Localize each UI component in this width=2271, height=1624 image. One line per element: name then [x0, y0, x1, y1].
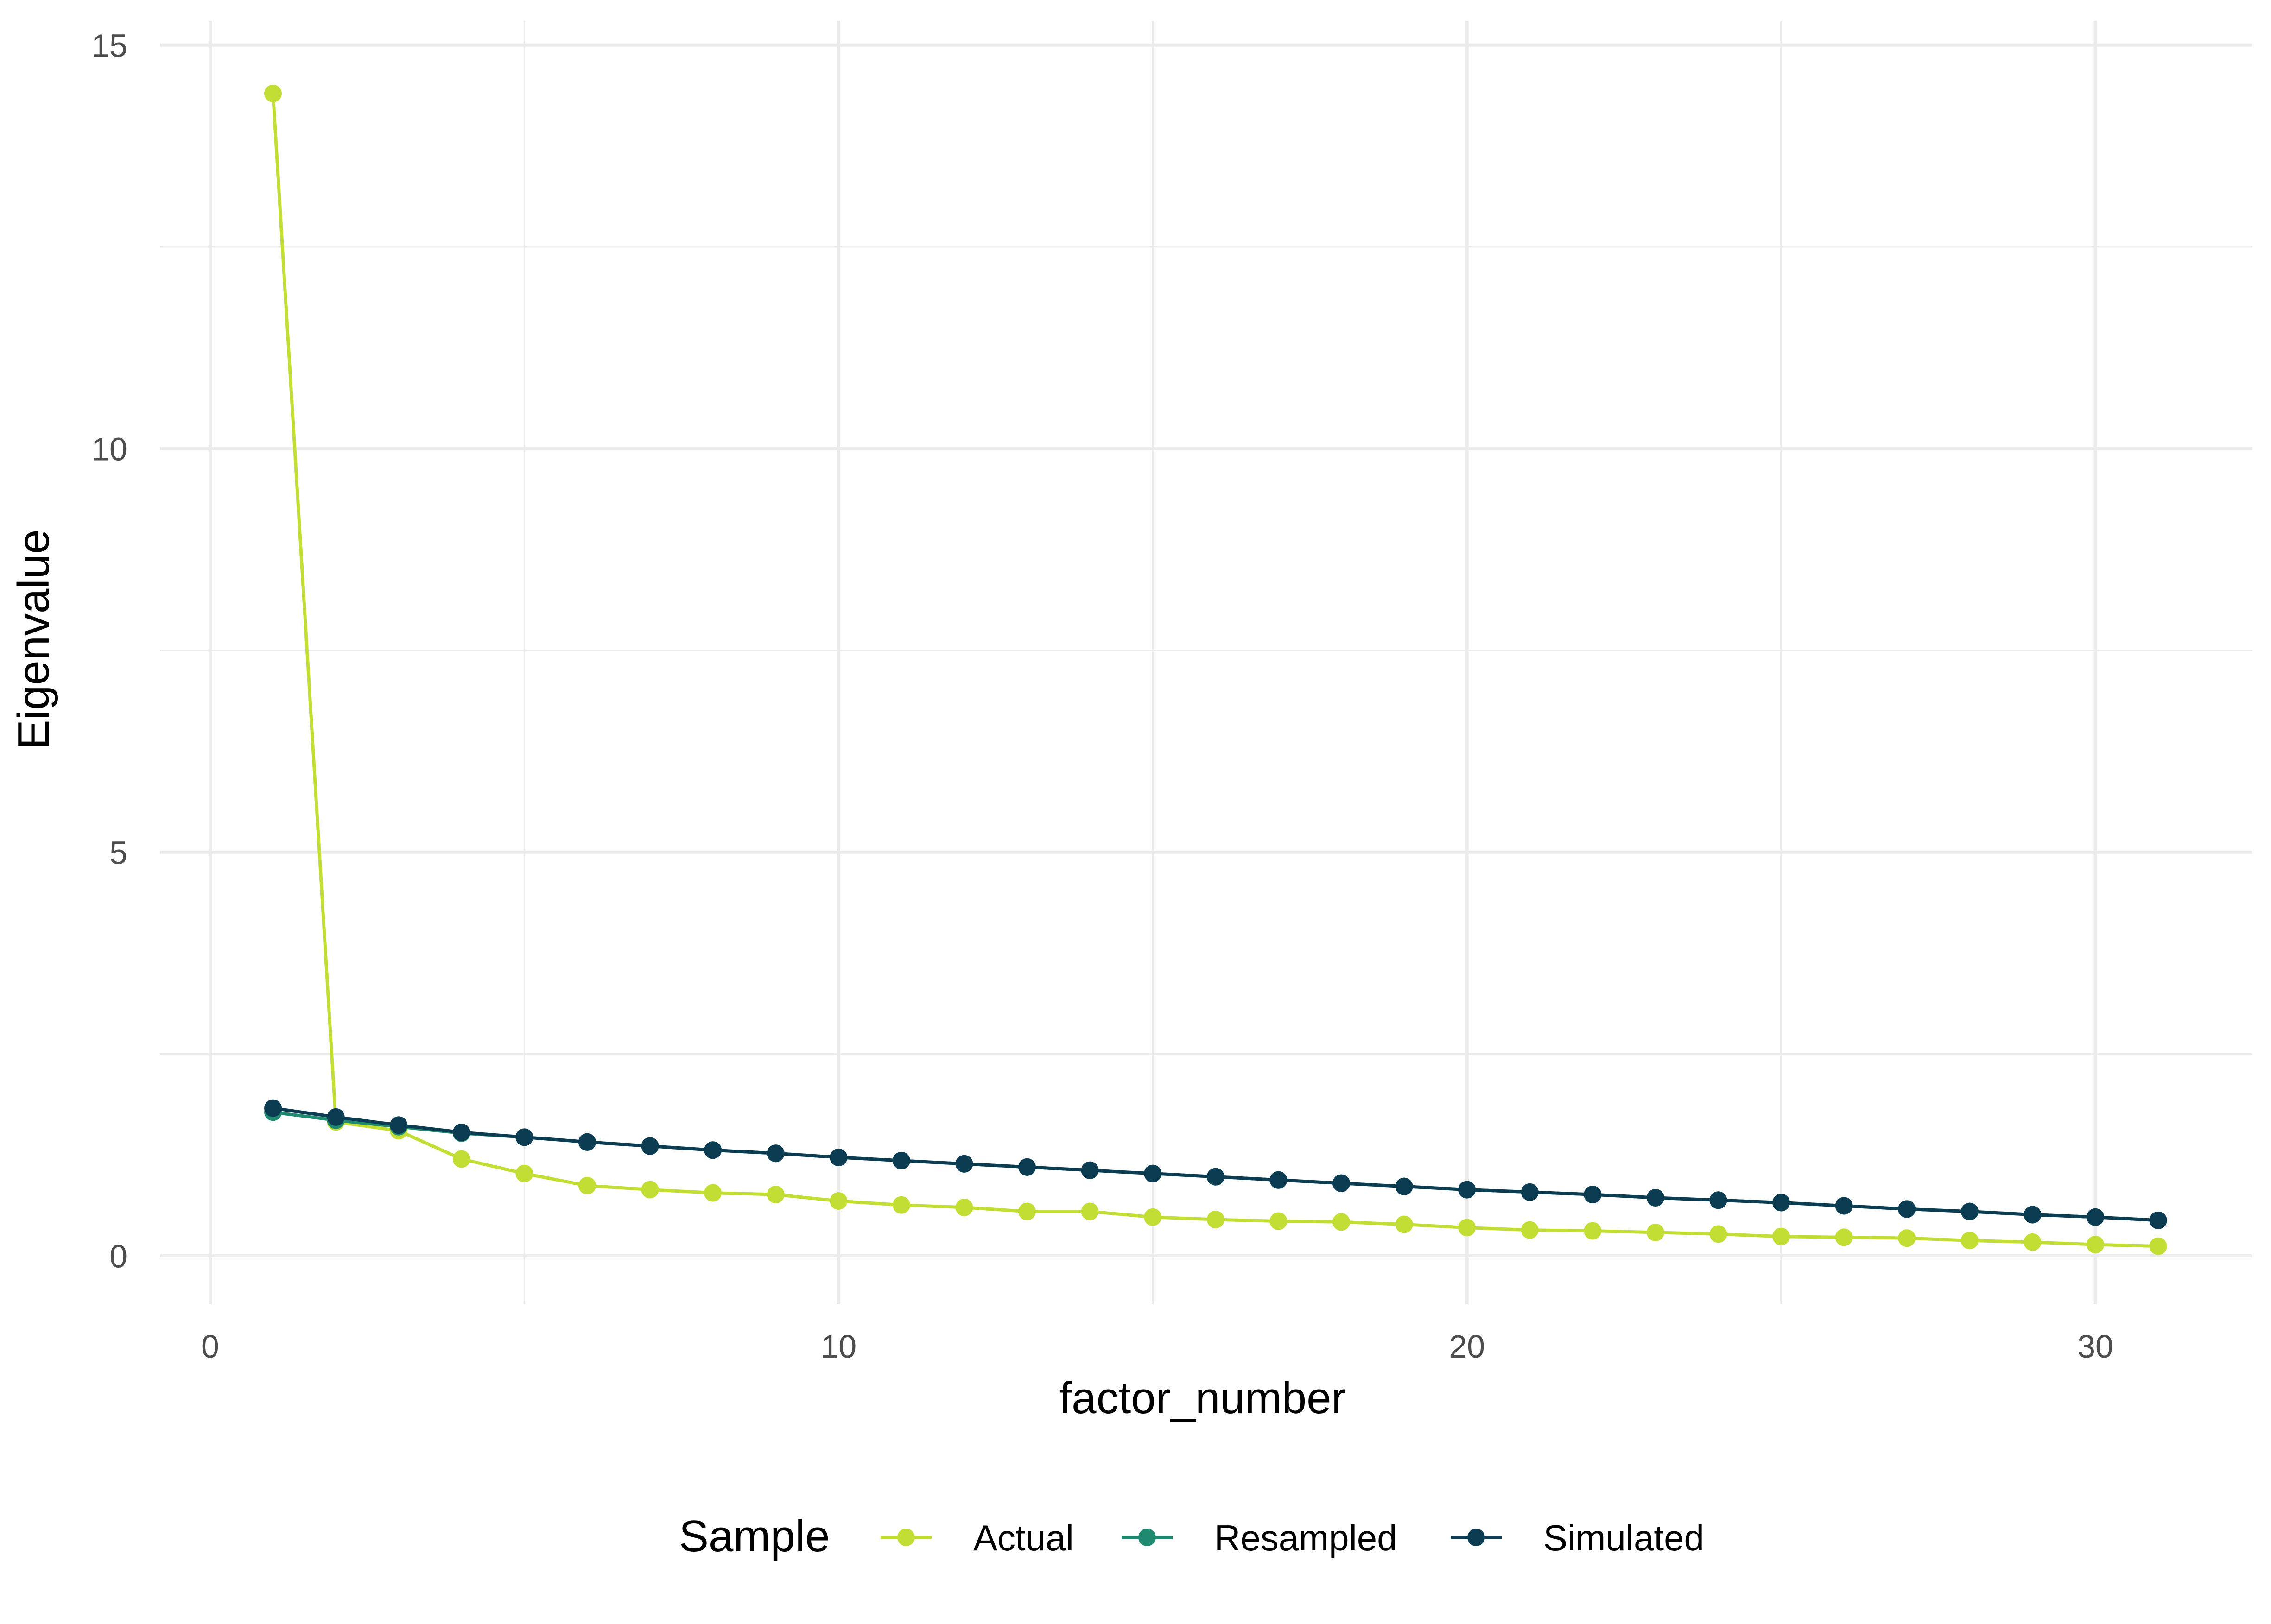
data-point-simulated: [1772, 1194, 1790, 1212]
x-axis-title: factor_number: [1059, 1373, 1346, 1423]
data-point-actual: [452, 1150, 470, 1168]
data-point-actual: [264, 84, 282, 102]
series-resampled: [264, 1103, 2167, 1229]
legend-item-resampled: Resampled: [1122, 1517, 1397, 1558]
data-point-simulated: [641, 1137, 659, 1155]
data-point-simulated: [1960, 1202, 1979, 1220]
data-point-simulated: [327, 1108, 345, 1126]
data-point-simulated: [1835, 1197, 1853, 1215]
legend: Sample Actual Resampled Simulated: [679, 1511, 1704, 1561]
data-point-simulated: [390, 1116, 408, 1134]
tick-labels: 0 10 20 30 0 5 10 15: [91, 27, 2113, 1365]
data-point-simulated: [264, 1099, 282, 1117]
data-point-simulated: [1709, 1191, 1727, 1209]
data-point-actual: [892, 1196, 910, 1214]
data-point-simulated: [955, 1155, 973, 1173]
x-tick-label: 30: [2077, 1328, 2113, 1365]
data-point-simulated: [1332, 1174, 1351, 1192]
data-point-actual: [955, 1198, 973, 1216]
data-point-actual: [2087, 1236, 2105, 1254]
data-point-actual: [578, 1176, 596, 1194]
data-point-actual: [1898, 1229, 1916, 1247]
y-tick-label: 5: [109, 834, 127, 871]
data-point-actual: [1521, 1221, 1539, 1239]
series-line-simulated: [273, 1106, 2158, 1222]
x-tick-label: 20: [1449, 1328, 1485, 1365]
data-point-simulated: [2149, 1211, 2167, 1229]
y-axis-title: Eigenvalue: [9, 529, 58, 749]
data-point-simulated: [1269, 1171, 1288, 1189]
data-point-simulated: [1144, 1164, 1162, 1182]
data-point-actual: [2149, 1237, 2167, 1255]
x-tick-label: 10: [820, 1328, 856, 1365]
data-point-actual: [830, 1192, 848, 1210]
legend-title: Sample: [679, 1511, 830, 1561]
data-point-simulated: [830, 1148, 848, 1166]
data-point-actual: [515, 1164, 533, 1182]
x-tick-label: 0: [201, 1328, 219, 1365]
series-simulated: [264, 1099, 2167, 1229]
data-point-actual: [1269, 1212, 1288, 1230]
data-point-actual: [1332, 1213, 1351, 1231]
data-point-simulated: [767, 1144, 785, 1163]
data-point-actual: [1584, 1222, 1602, 1240]
data-point-actual: [1206, 1211, 1224, 1229]
data-point-simulated: [1018, 1158, 1036, 1176]
data-point-actual: [767, 1186, 785, 1204]
data-point-actual: [704, 1184, 722, 1202]
data-point-simulated: [1646, 1189, 1664, 1207]
data-point-actual: [2024, 1233, 2042, 1251]
legend-key-point-actual: [897, 1529, 915, 1546]
data-point-actual: [1018, 1202, 1036, 1220]
legend-key-point-simulated: [1467, 1529, 1485, 1546]
legend-label-actual: Actual: [973, 1517, 1074, 1558]
data-point-simulated: [1395, 1177, 1413, 1195]
legend-label-resampled: Resampled: [1214, 1517, 1397, 1558]
y-tick-label: 10: [91, 431, 127, 467]
data-point-actual: [1144, 1208, 1162, 1226]
y-tick-label: 15: [91, 27, 127, 63]
series-line-resampled: [273, 1110, 2158, 1222]
data-point-actual: [1960, 1232, 1979, 1250]
data-point-simulated: [892, 1151, 910, 1169]
data-point-actual: [1081, 1202, 1099, 1220]
data-point-simulated: [452, 1123, 470, 1141]
data-point-actual: [641, 1181, 659, 1199]
legend-item-simulated: Simulated: [1451, 1517, 1704, 1558]
data-point-simulated: [1206, 1168, 1224, 1186]
data-point-simulated: [1081, 1161, 1099, 1179]
data-point-simulated: [515, 1128, 533, 1146]
data-point-simulated: [2087, 1208, 2105, 1226]
data-point-actual: [1709, 1225, 1727, 1243]
data-point-actual: [1458, 1219, 1476, 1237]
legend-label-simulated: Simulated: [1543, 1517, 1704, 1558]
series-actual: [264, 84, 2167, 1255]
data-point-simulated: [578, 1133, 596, 1151]
legend-item-actual: Actual: [881, 1517, 1074, 1558]
data-point-simulated: [704, 1141, 722, 1159]
data-point-simulated: [2024, 1206, 2042, 1224]
data-point-actual: [1646, 1223, 1664, 1241]
series-layer: [264, 84, 2167, 1255]
data-point-simulated: [1458, 1181, 1476, 1199]
legend-items: Actual Resampled Simulated: [881, 1517, 1704, 1558]
legend-key-point-resampled: [1138, 1529, 1156, 1546]
data-point-simulated: [1584, 1186, 1602, 1204]
data-point-simulated: [1898, 1200, 1916, 1218]
y-tick-label: 0: [109, 1238, 127, 1274]
data-point-actual: [1395, 1215, 1413, 1233]
data-point-simulated: [1521, 1183, 1539, 1201]
grid-layer: [160, 21, 2252, 1304]
data-point-actual: [1835, 1228, 1853, 1246]
series-line-actual: [271, 93, 2158, 1248]
data-point-actual: [1772, 1227, 1790, 1245]
